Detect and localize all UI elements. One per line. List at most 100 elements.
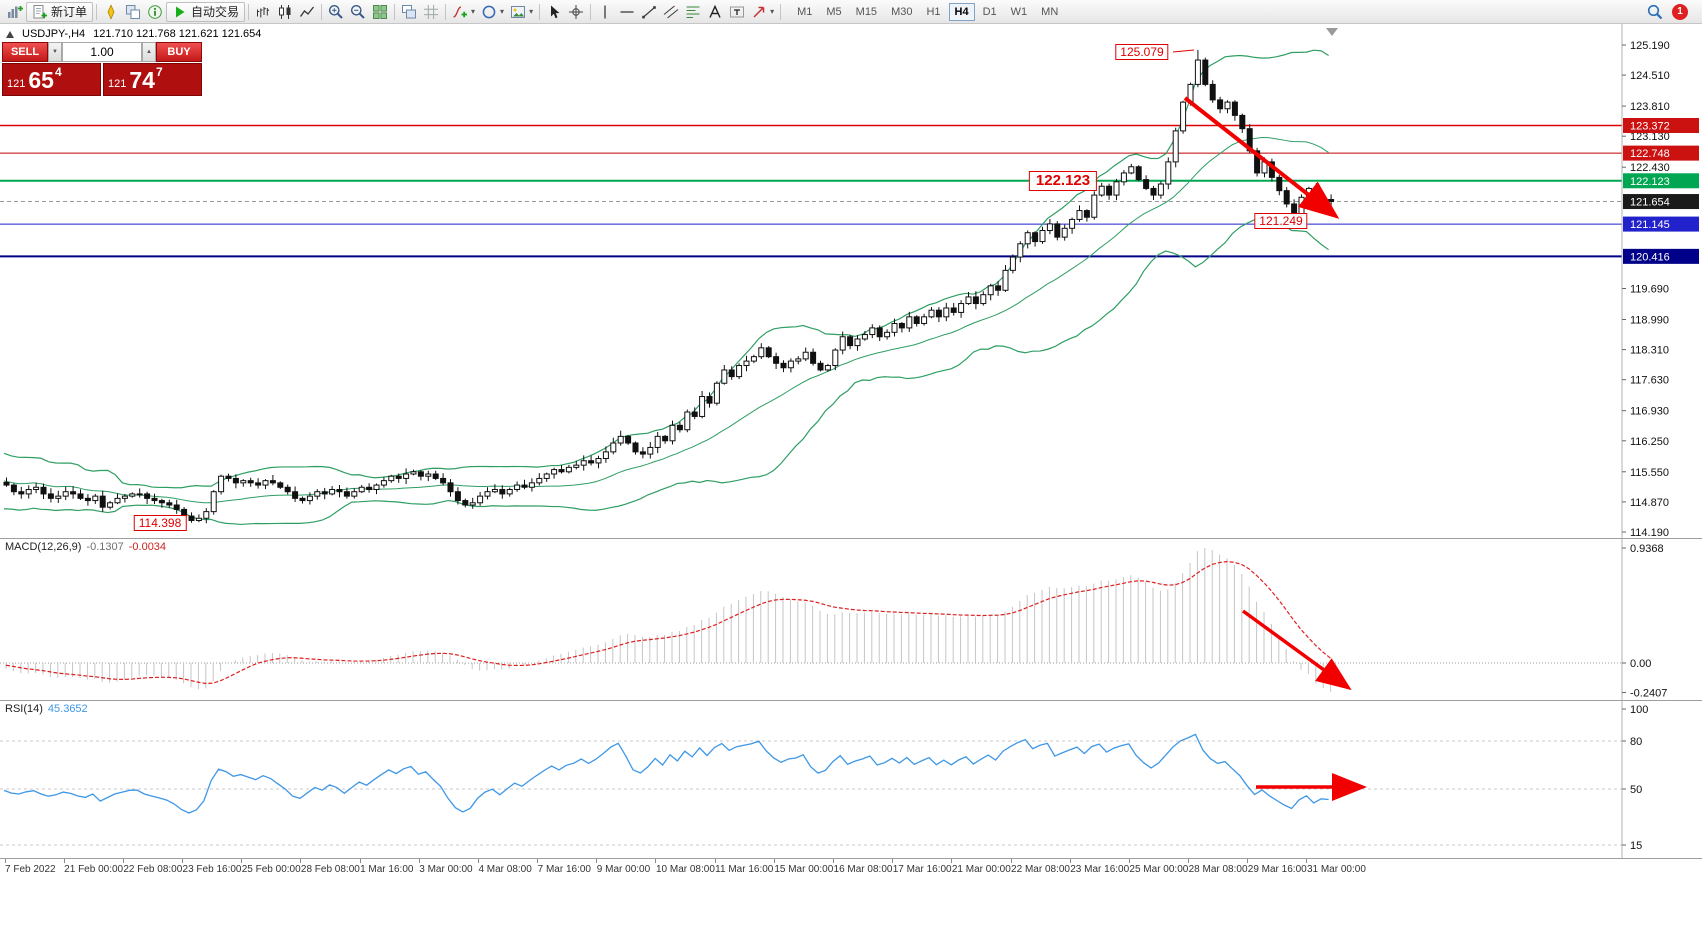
- svg-text:118.310: 118.310: [1630, 345, 1669, 357]
- buy-price-display[interactable]: 121 74 7: [103, 63, 202, 96]
- charts-profile[interactable]: [122, 2, 144, 22]
- time-axis-label: 23 Feb 16:00: [182, 864, 242, 875]
- toolbar-separator: [96, 3, 98, 20]
- notification-badge[interactable]: 1: [1672, 3, 1688, 20]
- crosshair-tool-icon: [569, 4, 584, 19]
- insert-object[interactable]: ▾: [507, 2, 536, 22]
- zoom-out[interactable]: [347, 2, 369, 22]
- time-axis-label: 25 Feb 00:00: [241, 864, 301, 875]
- insert-object-icon: [511, 5, 526, 18]
- svg-text:122.123: 122.123: [1630, 176, 1670, 188]
- toolbar-separator: [248, 3, 250, 20]
- metaeditor[interactable]: [100, 2, 122, 22]
- svg-text:-0.2407: -0.2407: [1630, 688, 1667, 700]
- volume-decrease-button[interactable]: ▼: [48, 42, 62, 62]
- macd-indicator-label: MACD(12,26,9) -0.1307 -0.0034: [5, 541, 166, 553]
- cursor-tool[interactable]: [543, 2, 565, 22]
- auto-arrange[interactable]: [398, 2, 420, 22]
- cycle-lines[interactable]: ▾: [478, 2, 507, 22]
- auto-arrange-icon: [402, 4, 417, 18]
- toggle-grid-icon: [424, 4, 439, 19]
- time-tick: [418, 859, 420, 863]
- volume-increase-button[interactable]: ▲: [142, 42, 156, 62]
- tile-windows[interactable]: [369, 2, 391, 22]
- svg-text:123.372: 123.372: [1630, 120, 1670, 132]
- auto-trading[interactable]: 自动交易: [166, 1, 246, 22]
- timeframe-mn[interactable]: MN: [1041, 5, 1059, 18]
- bar-chart-mode-icon: [257, 6, 270, 17]
- bottom-filler: [0, 878, 1702, 945]
- buy-button[interactable]: BUY: [156, 42, 202, 62]
- volume-input[interactable]: [62, 42, 142, 62]
- timeframe-h1[interactable]: H1: [926, 5, 941, 18]
- time-axis-label: 16 Mar 08:00: [833, 864, 893, 875]
- chevron-down-icon: ▾: [529, 7, 534, 16]
- bar-chart-mode[interactable]: [252, 2, 274, 22]
- timeframe-d1[interactable]: D1: [982, 5, 997, 18]
- toolbar-separator: [539, 3, 541, 20]
- rsi-panel[interactable]: 100 80 50 15: [0, 700, 1702, 858]
- svg-text:80: 80: [1630, 736, 1642, 748]
- price-chart[interactable]: 125.190 124.510 123.810 123.130 122.430 119.6…: [0, 24, 1702, 538]
- candlestick-mode[interactable]: [274, 2, 296, 22]
- data-window[interactable]: [144, 2, 166, 22]
- toolbar-separator: [394, 3, 396, 20]
- timeframe-w1[interactable]: W1: [1010, 5, 1028, 18]
- crosshair-tool[interactable]: [565, 2, 587, 22]
- timeframe-m30[interactable]: M30: [891, 5, 913, 18]
- sell-price-display[interactable]: 121 65 4: [2, 63, 101, 96]
- timeframe-m5[interactable]: M5: [826, 5, 842, 18]
- time-tick: [241, 859, 243, 863]
- time-axis-label: 3 Mar 00:00: [419, 864, 473, 875]
- zoom-in[interactable]: [325, 2, 347, 22]
- svg-text:0.00: 0.00: [1630, 658, 1651, 670]
- text-tool-icon: [709, 4, 721, 18]
- svg-text:0.9368: 0.9368: [1630, 543, 1664, 555]
- chevron-down-icon: ▾: [500, 7, 505, 16]
- chart-ohlc-readout: USDJPY-,H4 121.710 121.768 121.621 121.6…: [6, 28, 261, 40]
- trendline-tool[interactable]: [638, 2, 660, 22]
- timeframe-m1[interactable]: M1: [797, 5, 813, 18]
- vertical-line-tool[interactable]: [594, 2, 616, 22]
- chevron-down-icon: ▼: [52, 49, 58, 55]
- time-axis-label: 11 Mar 16:00: [715, 864, 774, 875]
- svg-text:100: 100: [1630, 704, 1648, 716]
- sell-price-pips: 65: [28, 67, 54, 94]
- timeframe-m15[interactable]: M15: [855, 5, 878, 18]
- sell-button[interactable]: SELL: [2, 42, 48, 62]
- line-chart-mode[interactable]: [296, 2, 318, 22]
- new-order[interactable]: 新订单: [26, 1, 94, 22]
- chevron-up-icon: ▲: [146, 49, 152, 55]
- time-axis-label: 1 Mar 16:00: [360, 864, 414, 875]
- chart-window: 125.190 124.510 123.810 123.130 122.430 119.6…: [0, 24, 1702, 945]
- label-tool[interactable]: [726, 2, 748, 22]
- channel-tool[interactable]: [660, 2, 682, 22]
- zoom-in-icon: [329, 4, 343, 19]
- toggle-grid[interactable]: [420, 2, 442, 22]
- svg-text:116.250: 116.250: [1630, 436, 1669, 448]
- time-axis: 7 Feb 2022 21 Feb 00:00 22 Feb 08:00 23 Feb…: [0, 858, 1702, 878]
- buy-price-whole: 121: [108, 77, 127, 90]
- fibonacci-tool[interactable]: [682, 2, 704, 22]
- insert-indicator-icon: [453, 5, 468, 18]
- time-axis-label: 31 Mar 00:00: [1306, 864, 1366, 875]
- search-button[interactable]: [1644, 2, 1666, 22]
- horizontal-line-tool[interactable]: [616, 2, 638, 22]
- arrows-tool[interactable]: ▾: [748, 2, 777, 22]
- time-tick: [596, 859, 598, 863]
- line-chart-mode-icon: [300, 6, 315, 17]
- new-order-icon: [33, 4, 47, 18]
- cursor-tool-icon: [551, 5, 560, 18]
- svg-text:114.870: 114.870: [1630, 497, 1669, 509]
- text-tool[interactable]: [704, 2, 726, 22]
- new-chart[interactable]: [4, 2, 26, 22]
- timeframe-h4[interactable]: H4: [948, 2, 975, 21]
- time-tick: [182, 859, 184, 863]
- rsi-name: RSI(14): [5, 703, 43, 715]
- rsi-value: 45.3652: [47, 703, 88, 715]
- svg-text:15: 15: [1630, 840, 1642, 852]
- svg-text:122.430: 122.430: [1630, 162, 1670, 174]
- macd-panel[interactable]: 0.9368 0.00 -0.2407: [0, 538, 1702, 700]
- insert-indicator[interactable]: ▾: [449, 2, 478, 22]
